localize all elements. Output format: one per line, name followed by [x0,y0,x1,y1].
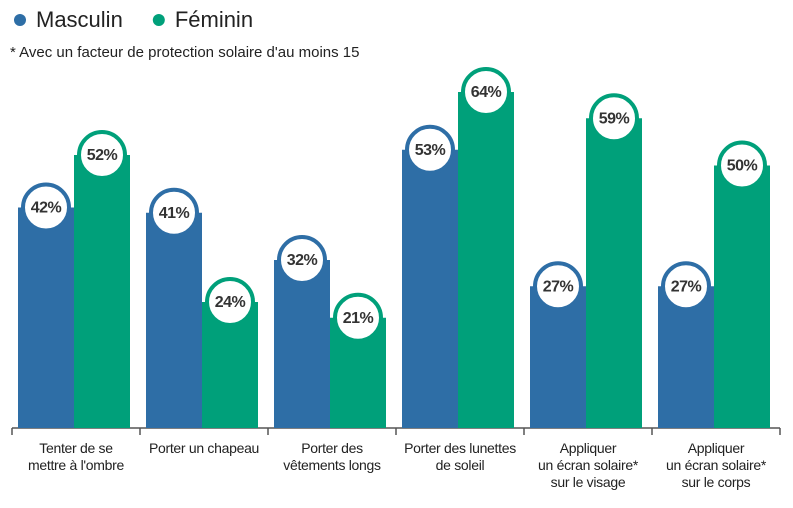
bar [274,260,330,428]
value-label: 41% [159,205,190,222]
value-badge [149,187,199,238]
value-label: 42% [31,200,62,217]
value-label: 50% [727,158,758,175]
bar [458,92,514,428]
value-badge [77,130,127,180]
value-badge [333,292,383,343]
legend-label: Masculin [36,7,123,32]
x-tick-label: Porter un chapeau [148,440,260,456]
value-label: 21% [343,310,374,327]
value-badge [717,140,767,191]
value-badge [21,182,71,233]
value-label: 27% [671,278,702,295]
legend-label: Féminin [175,7,253,32]
value-label: 53% [415,142,446,159]
x-tick-label: Porter des lunettes de soleil [404,440,516,473]
value-badge [405,124,455,175]
x-tick-label: Appliquer un écran solaire* sur le corps [666,440,766,490]
value-label: 52% [87,147,118,164]
bar [586,118,642,428]
value-badge [277,235,327,285]
value-label: 24% [215,294,246,311]
bar [74,155,130,428]
value-label: 59% [599,110,630,127]
subtitle: * Avec un facteur de protection solaire … [10,44,359,61]
x-tick-label: Porter des vêtements longs [283,440,381,473]
value-label: 64% [471,84,502,101]
value-label: 27% [543,278,574,295]
value-badge [661,261,711,312]
bar [146,212,202,428]
value-label: 32% [287,252,318,269]
value-badge [589,93,639,144]
value-badge [205,277,255,327]
bar [714,165,770,428]
x-tick-label: Appliquer un écran solaire* sur le visag… [538,440,638,490]
x-tick-label: Tenter de se mettre à l'ombre [28,440,124,473]
value-badge [461,67,511,117]
value-badge [533,261,583,312]
bar [402,149,458,428]
legend-marker [152,14,165,26]
bar [18,207,74,428]
legend-marker [14,14,26,26]
